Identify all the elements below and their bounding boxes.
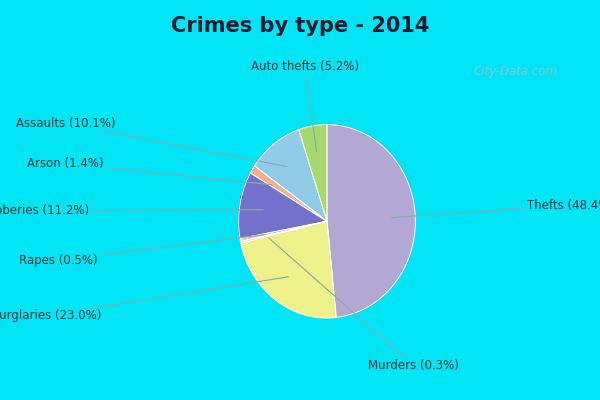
- Text: Rapes (0.5%): Rapes (0.5%): [19, 235, 263, 266]
- Polygon shape: [241, 221, 327, 243]
- Text: Arson (1.4%): Arson (1.4%): [27, 157, 272, 185]
- Text: Auto thefts (5.2%): Auto thefts (5.2%): [251, 60, 359, 152]
- Text: City-Data.com: City-Data.com: [474, 66, 558, 78]
- Polygon shape: [240, 221, 327, 242]
- Text: Assaults (10.1%): Assaults (10.1%): [16, 117, 287, 167]
- Text: Robberies (11.2%): Robberies (11.2%): [0, 204, 263, 217]
- Polygon shape: [239, 173, 327, 238]
- Polygon shape: [254, 130, 327, 221]
- Text: Murders (0.3%): Murders (0.3%): [269, 238, 458, 372]
- Polygon shape: [327, 125, 415, 317]
- Polygon shape: [250, 166, 327, 221]
- Text: Thefts (48.4%): Thefts (48.4%): [392, 199, 600, 218]
- Polygon shape: [299, 125, 327, 221]
- Text: Crimes by type - 2014: Crimes by type - 2014: [171, 16, 429, 36]
- Text: Burglaries (23.0%): Burglaries (23.0%): [0, 277, 289, 322]
- Polygon shape: [241, 221, 336, 318]
